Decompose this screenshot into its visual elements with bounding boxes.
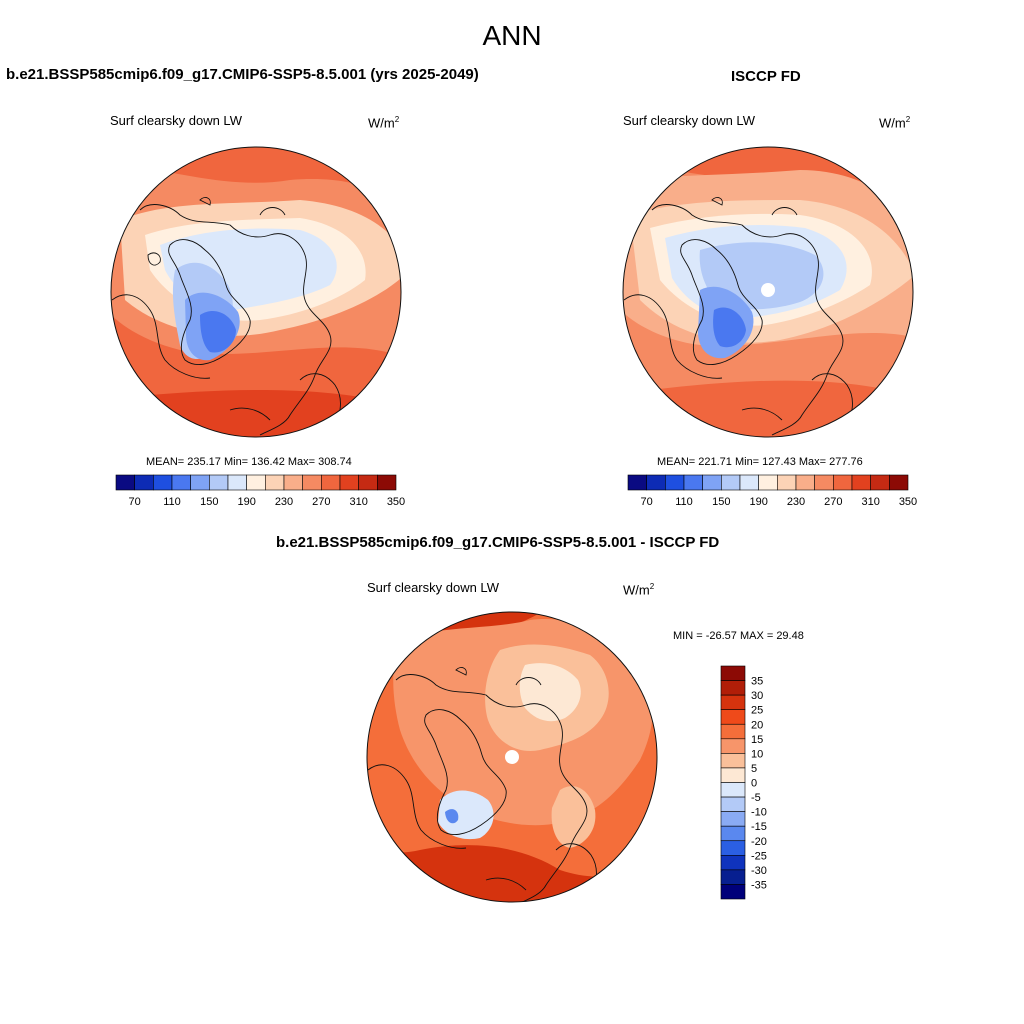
colorbar-tick-label: 5 bbox=[751, 763, 757, 775]
colorbar-cell bbox=[190, 474, 210, 491]
colorbar-tick-label: 230 bbox=[787, 496, 805, 508]
colorbar-tick-label: 270 bbox=[312, 496, 330, 508]
colorbar-cell bbox=[702, 474, 722, 491]
colorbar-cell bbox=[683, 474, 703, 491]
colorbar-tick-label: 230 bbox=[275, 496, 293, 508]
colorbar-tick-label: 350 bbox=[899, 496, 917, 508]
colorbar-cell bbox=[265, 474, 285, 491]
colorbar-cell bbox=[795, 474, 815, 491]
colorbar-cell bbox=[720, 855, 746, 871]
colorbar-cell bbox=[720, 680, 746, 696]
colorbar-cell bbox=[720, 796, 746, 812]
colorbar-tick-label: 15 bbox=[751, 734, 763, 746]
colorbar-tick-label: 20 bbox=[751, 719, 763, 731]
colorbar-cell bbox=[627, 474, 647, 491]
colorbar-cell bbox=[758, 474, 778, 491]
colorbar-cell bbox=[227, 474, 247, 491]
colorbar-cell bbox=[209, 474, 229, 491]
colorbar-cell bbox=[377, 474, 397, 491]
colorbar-cell bbox=[720, 825, 746, 842]
colorbar-tick-label: 30 bbox=[751, 690, 763, 702]
panel-right-variable: Surf clearsky down LW bbox=[623, 113, 755, 128]
colorbar-cell bbox=[720, 767, 746, 783]
colorbar-tick-label: -35 bbox=[751, 879, 767, 891]
panel-left-title: b.e21.BSSP585cmip6.f09_g17.CMIP6-SSP5-8.… bbox=[6, 66, 479, 83]
colorbar-cell bbox=[171, 474, 191, 491]
colorbar-cell bbox=[721, 474, 741, 491]
colorbar-cell bbox=[246, 474, 266, 491]
colorbar-cell bbox=[720, 723, 746, 740]
colorbar-cell bbox=[720, 782, 746, 798]
polar-map-isccp bbox=[622, 146, 914, 438]
colorbar-tick-label: -10 bbox=[751, 807, 767, 819]
colorbar-cell bbox=[720, 840, 746, 856]
colorbar-tick-label: 10 bbox=[751, 748, 763, 760]
colorbar-cell bbox=[720, 869, 746, 885]
panel-left-units: W/m2 bbox=[368, 115, 400, 131]
colorbar-cell bbox=[739, 474, 759, 491]
colorbar-cell bbox=[720, 738, 746, 754]
colorbar-cell bbox=[720, 665, 746, 681]
colorbar-tick-label: 310 bbox=[861, 496, 879, 508]
polar-map-model bbox=[110, 146, 402, 438]
colorbar-tick-label: 190 bbox=[237, 496, 255, 508]
colorbar-cell bbox=[153, 474, 173, 491]
colorbar-cell bbox=[134, 474, 154, 491]
colorbar-model: 70 110 150 190 230 270 310 350 bbox=[115, 474, 405, 508]
panel-diff-title: b.e21.BSSP585cmip6.f09_g17.CMIP6-SSP5-8.… bbox=[276, 534, 720, 551]
colorbar-tick-label: 110 bbox=[675, 496, 693, 508]
colorbar-cell bbox=[283, 474, 303, 491]
colorbar-cell bbox=[720, 811, 746, 827]
colorbar-cell bbox=[814, 474, 834, 491]
colorbar-tick-label: 70 bbox=[129, 496, 141, 508]
panel-diff-stats: MIN = -26.57 MAX = 29.48 bbox=[673, 630, 804, 642]
colorbar-cell bbox=[321, 474, 341, 491]
colorbar-cell bbox=[646, 474, 666, 491]
colorbar-tick-label: 150 bbox=[712, 496, 730, 508]
colorbar-tick-label: 190 bbox=[749, 496, 767, 508]
colorbar-tick-label: 150 bbox=[200, 496, 218, 508]
colorbar-cell bbox=[889, 474, 909, 491]
colorbar-cell bbox=[833, 474, 853, 491]
colorbar-tick-label: 310 bbox=[349, 496, 367, 508]
colorbar-cell bbox=[115, 474, 135, 491]
colorbar-cell bbox=[339, 474, 359, 491]
colorbar-isccp: 70 110 150 190 230 270 310 350 bbox=[627, 474, 917, 508]
colorbar-cell bbox=[302, 474, 322, 491]
colorbar-tick-label: 0 bbox=[751, 778, 757, 790]
polar-map-difference bbox=[366, 611, 658, 903]
figure-title: ANN bbox=[482, 20, 542, 51]
panel-right-units: W/m2 bbox=[879, 115, 911, 131]
colorbar-tick-label: 25 bbox=[751, 705, 763, 717]
colorbar-cell bbox=[851, 474, 871, 491]
colorbar-cell bbox=[777, 474, 797, 491]
panel-right-stats: MEAN= 221.71 Min= 127.43 Max= 277.76 bbox=[657, 456, 863, 468]
colorbar-tick-label: -15 bbox=[751, 821, 767, 833]
colorbar-tick-label: -20 bbox=[751, 836, 767, 848]
colorbar-cell bbox=[720, 694, 746, 710]
colorbar-cell bbox=[870, 474, 890, 491]
colorbar-difference: 35 30 25 20 15 10 5 0 -5 -10 -15 -20 -25 -30 -35 bbox=[720, 665, 767, 900]
colorbar-tick-label: 350 bbox=[387, 496, 405, 508]
panel-left-stats: MEAN= 235.17 Min= 136.42 Max= 308.74 bbox=[146, 456, 352, 468]
colorbar-tick-label: 35 bbox=[751, 676, 763, 688]
panel-diff-variable: Surf clearsky down LW bbox=[367, 580, 499, 595]
colorbar-cell bbox=[720, 884, 746, 900]
panel-diff-units: W/m2 bbox=[623, 582, 655, 598]
colorbar-cell bbox=[720, 753, 746, 769]
colorbar-tick-label: -30 bbox=[751, 865, 767, 877]
panel-right-title: ISCCP FD bbox=[731, 68, 801, 85]
panel-left-variable: Surf clearsky down LW bbox=[110, 113, 242, 128]
colorbar-cell bbox=[665, 474, 685, 491]
colorbar-cell bbox=[720, 709, 746, 725]
colorbar-tick-label: 110 bbox=[163, 496, 181, 508]
colorbar-tick-label: 70 bbox=[641, 496, 653, 508]
colorbar-tick-label: -25 bbox=[751, 850, 767, 862]
colorbar-tick-label: 270 bbox=[824, 496, 842, 508]
colorbar-tick-label: -5 bbox=[751, 792, 761, 804]
colorbar-cell bbox=[358, 474, 378, 491]
